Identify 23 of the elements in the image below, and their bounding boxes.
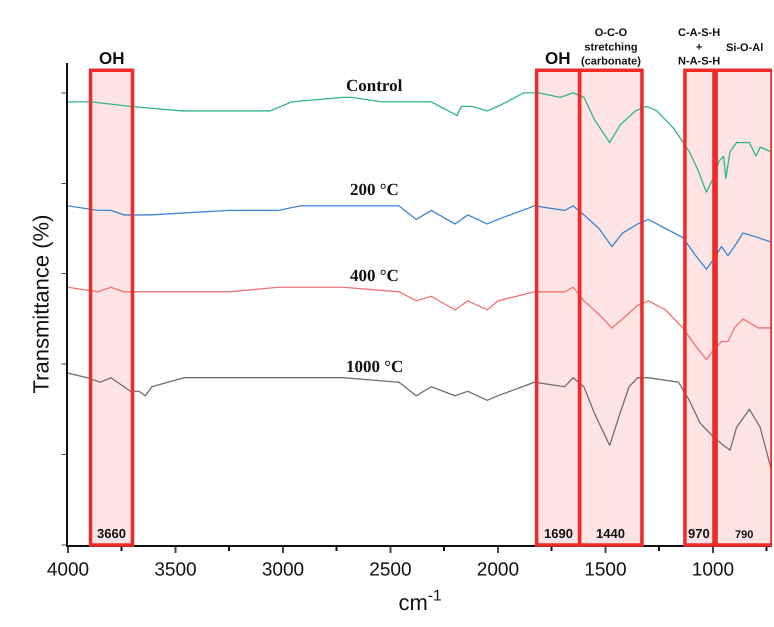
x-tick-label: 2500	[369, 560, 412, 581]
series-label: 200 °C	[350, 180, 399, 199]
annotation: 790	[735, 529, 754, 541]
band-label: O-C-O stretching (carbonate)	[581, 27, 642, 68]
x-tick-label: 2000	[476, 560, 520, 581]
annotation: 1690	[544, 526, 573, 541]
series-label: Control	[346, 76, 403, 95]
series-label: 1000 °C	[346, 357, 404, 376]
x-tick-label: 1000	[692, 560, 734, 581]
annotation: 1440	[596, 526, 625, 541]
y-axis-title: Transmittance (%)	[28, 214, 54, 394]
x-axis-title: cm$^{-1}$	[398, 588, 442, 615]
band-label: OH	[545, 49, 570, 68]
x-tick-label: 3000	[262, 560, 304, 581]
band-label: OH	[99, 49, 124, 68]
x-tick-label: 4000	[46, 560, 90, 581]
series-label: 400 °C	[350, 266, 399, 285]
x-tick-label: 3500	[154, 560, 197, 581]
band-label: C-A-S-H + N-A-S-H	[678, 27, 720, 68]
annotation: 970	[688, 526, 710, 541]
band-label: Si-O-Al	[726, 42, 764, 54]
x-tick-label: 1500	[584, 560, 627, 581]
annotation: 3660	[97, 526, 126, 541]
